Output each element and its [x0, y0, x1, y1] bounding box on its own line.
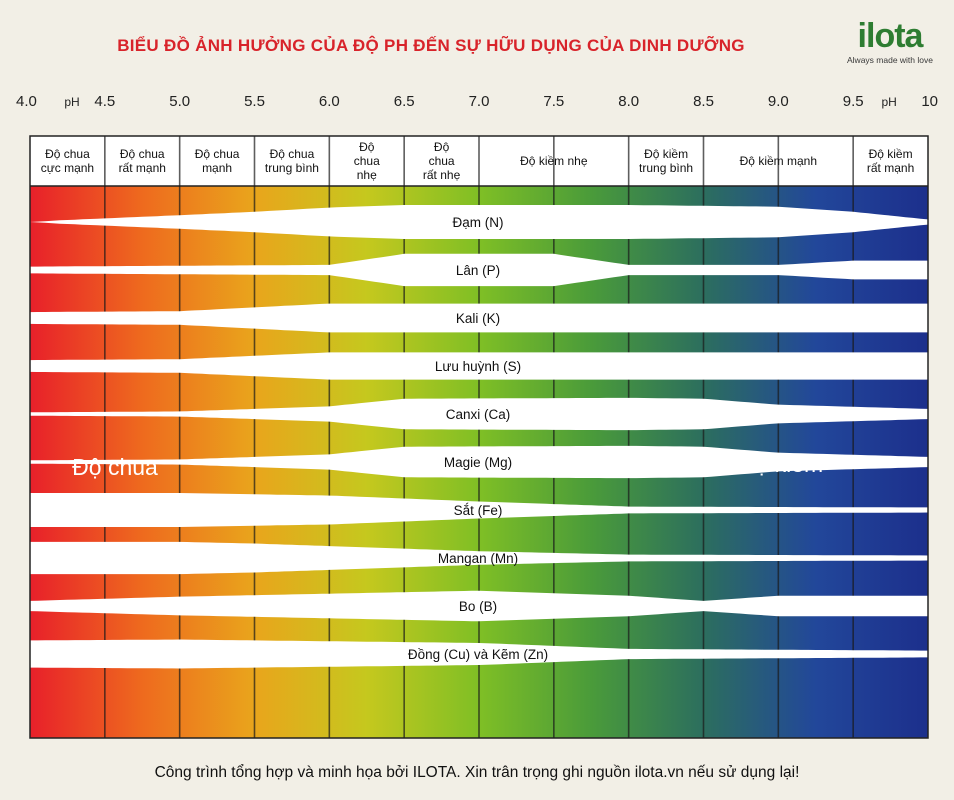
category-label-line: Độ chua — [270, 147, 315, 161]
ph-tick-label: 8.5 — [693, 93, 714, 110]
category-label: Độ chua trung bình — [265, 147, 319, 175]
chart-title: BIỂU ĐỒ ẢNH HƯỞNG CỦA ĐỘ PH ĐẾN SỰ HỮU D… — [117, 36, 745, 55]
ph-tick-label: 5.5 — [244, 93, 265, 110]
nutrient-band — [30, 205, 928, 239]
category-label: Độ chua rất mạnh — [119, 147, 166, 175]
nutrient-band — [30, 541, 928, 575]
nutrient-band — [30, 352, 928, 380]
category-label-line: Độ kiềm — [644, 147, 688, 161]
ph-axis: 4.0 4.5 5.0 5.5 6.0 6.5 7.0 7.5 8.0 8.5 9.0 9.5 10 pH… — [16, 93, 938, 110]
ph-tick-label: 10 — [921, 93, 938, 110]
ph-tick-label: 7.0 — [469, 93, 490, 110]
category-label-line: Độ — [434, 140, 450, 154]
logo-tagline: Always made with love — [847, 55, 933, 65]
ph-tick-label: 9.0 — [768, 93, 789, 110]
nutrient-label: Lân (P) — [456, 263, 500, 278]
ph-tick-label: 8.0 — [618, 93, 639, 110]
ph-tick-label: 6.0 — [319, 93, 340, 110]
category-label-line: Độ chua — [120, 147, 165, 161]
region-labels: Độ chua Độ kiềm — [72, 451, 823, 480]
category-label: Độ kiềm rất mạnh — [867, 147, 914, 175]
category-label-line: mạnh — [202, 161, 232, 175]
category-label-line: Độ kiềm — [869, 147, 913, 161]
nutrient-band — [30, 303, 928, 333]
ph-unit-label: pH — [881, 95, 896, 109]
ph-unit-label: pH — [64, 95, 79, 109]
nutrient-label: Đạm (N) — [453, 215, 504, 230]
nutrient-band — [30, 445, 928, 479]
category-label-line: trung bình — [639, 161, 693, 175]
category-label: Độ chua rất nhẹ — [423, 140, 461, 182]
chart-border — [29, 135, 929, 739]
ph-tick-label: 6.5 — [394, 93, 415, 110]
category-label: Độ kiềm trung bình — [639, 147, 693, 175]
credit-footer: Công trình tổng hợp và minh họa bởi ILOT… — [154, 764, 800, 781]
category-label-line: trung bình — [265, 161, 319, 175]
category-label-line: Độ — [359, 140, 375, 154]
category-label: Độ chua cực mạnh — [41, 147, 94, 175]
category-label-line: rất mạnh — [119, 161, 166, 175]
category-label-line: Độ chua — [45, 147, 90, 161]
category-label-line: Độ chua — [195, 147, 240, 161]
ph-tick-label: 7.5 — [543, 93, 564, 110]
ph-tick-label: 4.5 — [94, 93, 115, 110]
logo-wordmark: ilota — [857, 17, 924, 55]
nutrient-label: Sắt (Fe) — [454, 503, 503, 518]
brand-logo: ilota Always made with love — [838, 18, 942, 65]
category-label: Độ chua nhẹ — [354, 140, 380, 182]
category-label: Độ chua mạnh — [195, 147, 240, 175]
nutrient-bands: Đạm (N) Lân (P) Kali (K) Lưu huỳnh (S) Canxi… — [30, 205, 928, 669]
category-label-line: chua — [354, 154, 380, 168]
nutrient-band — [30, 639, 928, 669]
alkaline-region-label: Độ kiềm — [739, 451, 823, 477]
nutrient-label: Canxi (Ca) — [446, 407, 511, 422]
category-label-line: chua — [429, 154, 455, 168]
ph-nutrient-chart: 4.0 4.5 5.0 5.5 6.0 6.5 7.0 7.5 8.0 8.5 9.0 9.5 10 pH… — [16, 93, 938, 739]
nutrient-label: Kali (K) — [456, 311, 500, 326]
category-label-line: nhẹ — [357, 168, 377, 182]
acid-region-label: Độ chua — [72, 454, 158, 480]
nutrient-label: Bo (B) — [459, 599, 497, 614]
category-label-line: rất mạnh — [867, 161, 914, 175]
category-label-line: rất nhẹ — [423, 168, 461, 182]
nutrient-label: Lưu huỳnh (S) — [435, 359, 521, 374]
nutrient-band — [30, 493, 928, 527]
ph-tick-label: 5.0 — [169, 93, 190, 110]
ph-tick-label: 4.0 — [16, 93, 37, 110]
nutrient-band — [30, 397, 928, 431]
category-label-line: cực mạnh — [41, 161, 94, 175]
nutrient-label: Magie (Mg) — [444, 455, 512, 470]
nutrient-band — [30, 590, 928, 622]
nutrient-label: Mangan (Mn) — [438, 551, 518, 566]
ph-tick-label: 9.5 — [843, 93, 864, 110]
nutrient-label: Đồng (Cu) và Kẽm (Zn) — [408, 647, 548, 662]
nutrient-band — [30, 253, 928, 287]
